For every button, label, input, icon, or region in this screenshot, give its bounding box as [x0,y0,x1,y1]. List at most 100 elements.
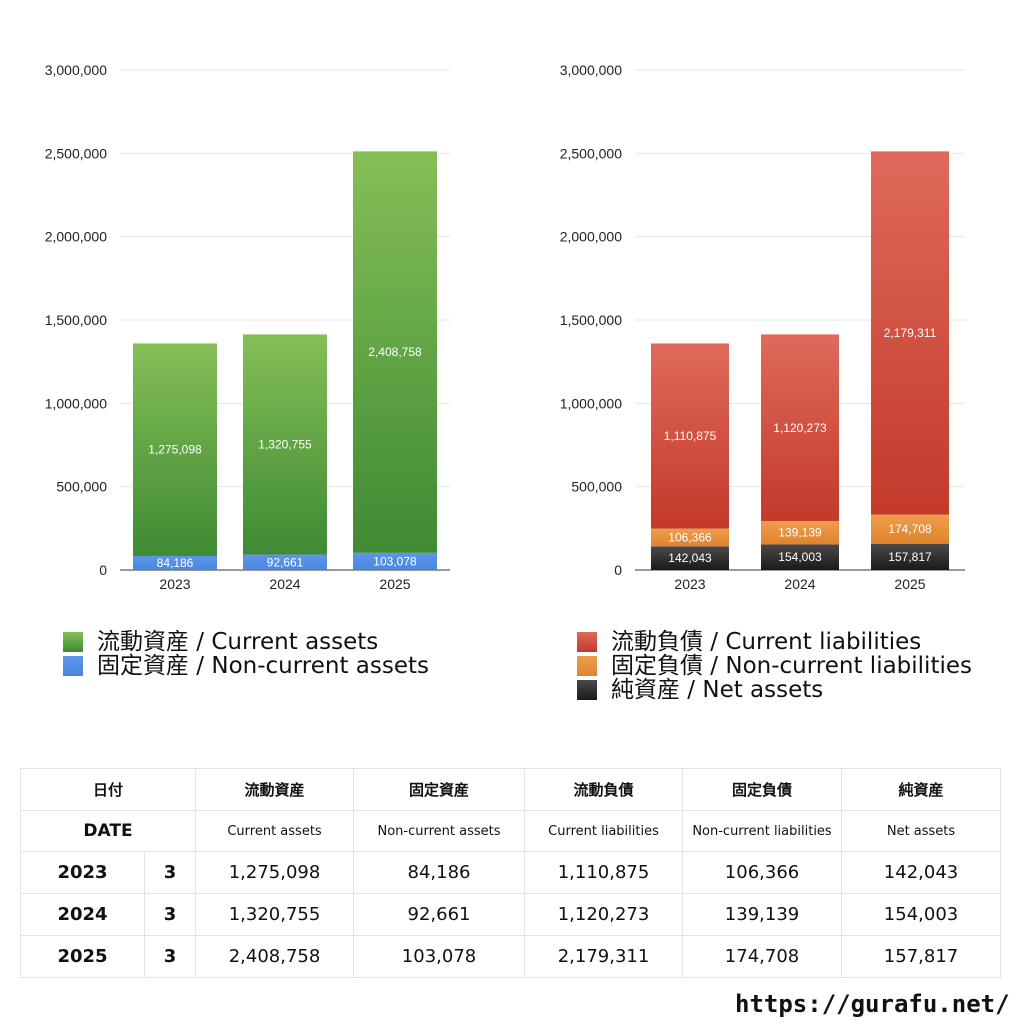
legend-label: 流動資産 / Current assets [97,629,379,655]
header-noncurrent-assets-jp: 固定資産 [353,768,526,811]
header-current-assets-jp: 流動資産 [195,768,355,811]
y-tick-label: 0 [99,562,107,578]
x-tick-label: 2023 [159,576,190,592]
table-header-en: DATE Current assets Non-current assets C… [19,810,1002,852]
header-noncurrent-liabilities-jp: 固定負債 [682,768,843,811]
assets-legend: 流動資産 / Current assets 固定資産 / Non-current … [63,630,429,678]
legend-item: 流動資産 / Current assets [63,630,429,654]
header-current-liabilities-en: Current liabilities [524,810,684,852]
cell-net-assets: 157,817 [841,935,1002,978]
y-tick-label: 2,000,000 [560,229,622,245]
header-date-en: DATE [19,810,197,852]
assets-chart: 0 500,000 1,000,000 1,500,000 2,000,000 2,500… [45,62,450,592]
data-label: 92,661 [267,555,304,569]
bar-segment [243,334,327,555]
data-label: 157,817 [888,550,932,564]
table-row: 2023 3 1,275,098 84,186 1,110,875 106,36… [20,851,1002,894]
data-label: 84,186 [157,556,194,570]
data-label: 2,408,758 [368,345,422,359]
legend-label: 純資産 / Net assets [611,677,824,703]
y-tick-label: 500,000 [571,479,622,495]
legend-item: 固定負債 / Non-current liabilities [577,654,972,678]
x-tick-label: 2023 [674,576,705,592]
liabilities-legend: 流動負債 / Current liabilities 固定負債 / Non-cur… [577,630,972,702]
cell-current-assets: 2,408,758 [195,935,355,978]
cell-current-liabilities: 2,179,311 [524,935,684,978]
legend-swatch [63,656,83,676]
x-tick-label: 2024 [269,576,300,592]
header-net-assets-en: Net assets [841,810,1002,852]
cell-noncurrent-assets: 92,661 [353,893,526,936]
row-month: 3 [143,935,197,978]
header-noncurrent-liabilities-en: Non-current liabilities [682,810,843,852]
table-header-jp: 日付 流動資産 固定資産 流動負債 固定負債 純資産 [19,768,1002,811]
bar-segment [651,343,729,529]
cell-noncurrent-liabilities: 106,366 [682,851,843,894]
row-month: 3 [143,893,197,936]
header-date-jp: 日付 [19,768,197,811]
y-tick-label: 2,500,000 [560,145,622,161]
y-tick-label: 500,000 [56,479,107,495]
y-tick-label: 2,500,000 [45,145,107,161]
y-tick-label: 0 [614,562,622,578]
bar-segment [651,546,729,570]
legend-swatch [63,632,83,652]
data-label: 106,366 [668,530,712,544]
cell-noncurrent-liabilities: 174,708 [682,935,843,978]
bar-segment [761,544,839,570]
legend-swatch [577,632,597,652]
source-url[interactable]: https://gurafu.net/ [735,990,1010,1018]
bar-segment [871,543,949,570]
header-noncurrent-assets-en: Non-current assets [353,810,526,852]
y-tick-label: 2,000,000 [45,229,107,245]
y-tick-label: 3,000,000 [560,62,622,78]
bar-segment [761,521,839,545]
bar-segment [651,528,729,547]
data-label: 154,003 [778,550,822,564]
liabilities-chart: 0 500,000 1,000,000 1,500,000 2,000,000 2,500… [560,62,965,592]
bar-segment [761,334,839,522]
data-label: 2,179,311 [884,326,937,340]
cell-current-liabilities: 1,120,273 [524,893,684,936]
row-year: 2024 [20,893,145,936]
data-label: 174,708 [888,522,932,536]
bar-segment [353,151,437,553]
row-year: 2025 [20,935,145,978]
legend-item: 流動負債 / Current liabilities [577,630,972,654]
table-row: 2024 3 1,320,755 92,661 1,120,273 139,13… [20,893,1002,936]
bar-segment [871,151,949,515]
header-current-assets-en: Current assets [195,810,355,852]
legend-label: 固定負債 / Non-current liabilities [611,653,972,679]
x-tick-label: 2025 [894,576,925,592]
cell-noncurrent-liabilities: 139,139 [682,893,843,936]
header-current-liabilities-jp: 流動負債 [524,768,684,811]
cell-net-assets: 142,043 [841,851,1002,894]
data-label: 139,139 [778,526,822,540]
bar-segment [243,554,327,570]
y-tick-label: 1,000,000 [560,395,622,411]
cell-net-assets: 154,003 [841,893,1002,936]
data-label: 1,110,875 [664,429,717,443]
y-tick-label: 3,000,000 [45,62,107,78]
y-tick-label: 1,500,000 [45,312,107,328]
cell-current-assets: 1,320,755 [195,893,355,936]
data-label: 1,275,098 [148,443,202,457]
y-tick-label: 1,000,000 [45,395,107,411]
y-tick-label: 1,500,000 [560,312,622,328]
cell-noncurrent-assets: 84,186 [353,851,526,894]
legend-label: 固定資産 / Non-current assets [97,653,430,679]
data-label: 103,078 [373,554,417,568]
bar-segment [133,555,217,570]
cell-current-assets: 1,275,098 [195,851,355,894]
legend-item: 固定資産 / Non-current assets [63,654,429,678]
balance-sheet-table: 日付 流動資産 固定資産 流動負債 固定負債 純資産 DATE Current … [19,768,1002,978]
data-label: 1,320,755 [258,437,312,451]
data-label: 1,120,273 [773,421,827,435]
table-row: 2025 3 2,408,758 103,078 2,179,311 174,7… [20,935,1002,978]
x-tick-label: 2024 [784,576,815,592]
legend-swatch [577,680,597,700]
bar-segment [871,514,949,544]
bar-segment [353,552,437,570]
cell-current-liabilities: 1,110,875 [524,851,684,894]
x-tick-label: 2025 [379,576,410,592]
